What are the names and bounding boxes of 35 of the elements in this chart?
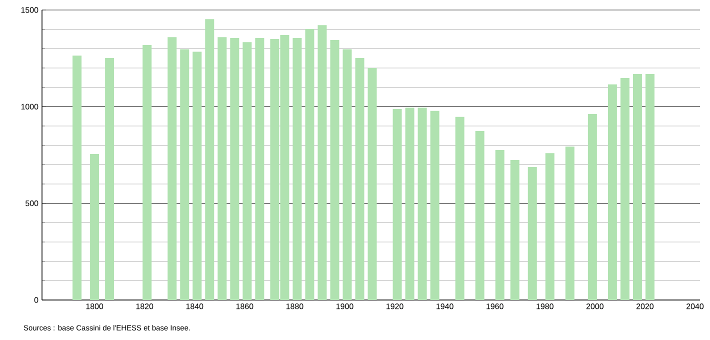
bar [495, 150, 504, 300]
bar [205, 19, 214, 300]
bar [90, 154, 100, 300]
bar [620, 78, 630, 300]
bar [545, 153, 554, 300]
bar [510, 160, 520, 300]
bar [565, 146, 574, 300]
bar [318, 25, 327, 300]
bar [355, 58, 364, 300]
bar [475, 131, 484, 300]
bar [72, 56, 82, 300]
bar [392, 108, 402, 300]
bar [645, 74, 654, 300]
bar [180, 49, 190, 300]
bar [218, 37, 227, 300]
bar [608, 84, 617, 300]
bar [230, 38, 240, 300]
bar [368, 68, 377, 300]
bar [342, 49, 352, 300]
bar [430, 110, 440, 300]
bar [455, 116, 464, 300]
bar [330, 40, 340, 300]
bar [632, 74, 642, 300]
bar [292, 38, 302, 300]
bar [418, 108, 427, 300]
bar [168, 37, 177, 300]
bar [405, 108, 414, 300]
bar [142, 44, 152, 300]
bar [192, 52, 202, 300]
bar [242, 42, 252, 300]
bar [588, 114, 597, 300]
bar [305, 28, 314, 300]
bar [255, 38, 264, 300]
bar [105, 58, 114, 300]
bar [528, 166, 537, 300]
